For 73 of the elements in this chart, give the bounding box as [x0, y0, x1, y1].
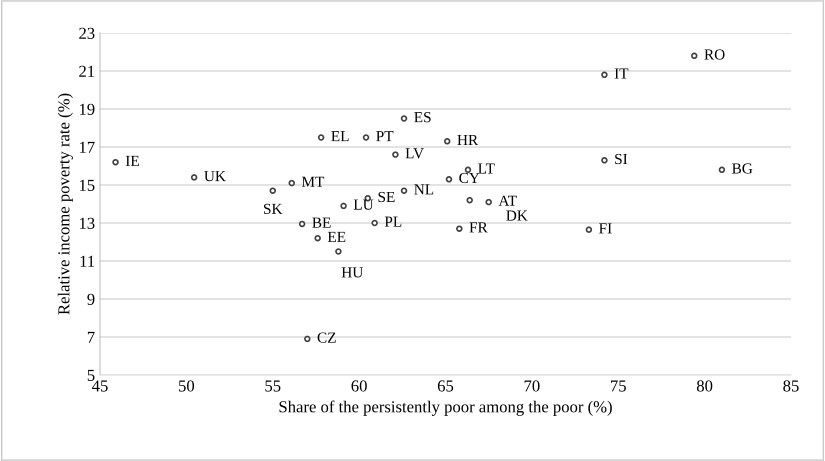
y-tick-label: 11 — [80, 256, 94, 267]
point — [601, 72, 608, 78]
point — [340, 202, 347, 210]
point — [362, 134, 370, 141]
annotation: IE — [126, 156, 139, 166]
annotation: BE — [312, 218, 331, 228]
point — [485, 198, 492, 206]
y-tick-label: 23 — [79, 28, 94, 39]
annotation: DK — [506, 210, 528, 221]
point — [190, 174, 198, 181]
point — [335, 248, 342, 255]
x-tick-label: 50 — [179, 380, 194, 392]
annotation: AT — [498, 196, 517, 206]
point — [586, 226, 592, 233]
y-tick-label: 17 — [80, 142, 95, 153]
x-axis-title: Share of the persistently poor among the poor (%) — [280, 400, 612, 416]
annotation: HU — [342, 267, 363, 278]
x-tick-label: 55 — [265, 380, 280, 392]
point — [112, 158, 119, 166]
point — [270, 187, 276, 194]
point — [691, 52, 698, 60]
annotation: SK — [264, 204, 282, 214]
x-tick-label: 70 — [524, 380, 540, 392]
point — [400, 187, 408, 194]
y-tick-label: 21 — [79, 66, 94, 77]
annotation: CZ — [318, 332, 336, 343]
annotation: PL — [384, 216, 402, 227]
annotation: EL — [331, 131, 349, 142]
point — [304, 336, 311, 342]
annotation: NL — [414, 184, 434, 194]
annotation: MT — [302, 176, 324, 187]
point — [718, 166, 726, 174]
point — [444, 138, 450, 145]
annotation: FI — [599, 223, 612, 234]
y-tick-label: 5 — [88, 370, 94, 381]
y-tick-label: 15 — [80, 180, 94, 191]
point — [392, 151, 399, 158]
point — [371, 220, 378, 226]
point — [318, 134, 324, 141]
x-tick-label: 85 — [783, 380, 799, 392]
annotation: EE — [328, 232, 346, 242]
x-tick-label: 80 — [696, 380, 712, 392]
y-tick-label: 7 — [88, 332, 95, 343]
y-tick-label: 13 — [80, 218, 94, 229]
annotation: LU — [354, 200, 374, 210]
x-tick-label: 45 — [92, 380, 108, 392]
annotation: HR — [457, 134, 478, 145]
annotation: PT — [376, 131, 394, 142]
annotation: IT — [614, 68, 628, 78]
point — [298, 220, 306, 228]
annotation: ES — [414, 112, 431, 122]
x-tick-label: 65 — [438, 380, 454, 392]
annotation: SE — [378, 192, 395, 202]
y-tick-label: 9 — [87, 294, 94, 305]
annotation: SI — [615, 154, 628, 164]
point — [446, 176, 452, 183]
point — [288, 180, 295, 186]
y-axis-title: Relative income poverty rate (%) — [58, 94, 73, 315]
point — [400, 115, 408, 122]
annotation: CY — [459, 172, 480, 184]
x-tick-label: 60 — [352, 380, 367, 392]
annotation: LT — [478, 163, 495, 174]
y-tick-label: 19 — [80, 104, 94, 115]
annotation: BG — [732, 163, 752, 174]
point — [466, 196, 473, 204]
annotation: UK — [204, 171, 226, 182]
annotation: RO — [704, 49, 725, 60]
annotation: FR — [469, 222, 488, 232]
annotation: LV — [406, 148, 424, 159]
point — [456, 225, 463, 232]
x-tick-label: 75 — [611, 380, 626, 392]
point — [601, 157, 608, 164]
point — [314, 234, 321, 242]
